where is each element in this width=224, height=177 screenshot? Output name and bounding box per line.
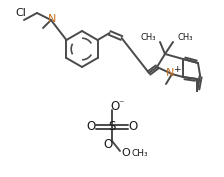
Text: O: O — [110, 101, 120, 113]
Text: O: O — [128, 121, 138, 133]
Text: N: N — [48, 14, 56, 24]
Text: CH₃: CH₃ — [177, 33, 192, 42]
Text: O: O — [122, 148, 130, 158]
Text: O: O — [86, 121, 96, 133]
Text: S: S — [108, 119, 116, 133]
Text: +: + — [173, 65, 181, 75]
Text: O: O — [103, 138, 113, 152]
Text: ⁻: ⁻ — [118, 99, 124, 109]
Text: CH₃: CH₃ — [140, 33, 156, 42]
Text: N: N — [166, 68, 174, 78]
Text: CH₃: CH₃ — [132, 149, 149, 158]
Text: Cl: Cl — [15, 8, 26, 18]
